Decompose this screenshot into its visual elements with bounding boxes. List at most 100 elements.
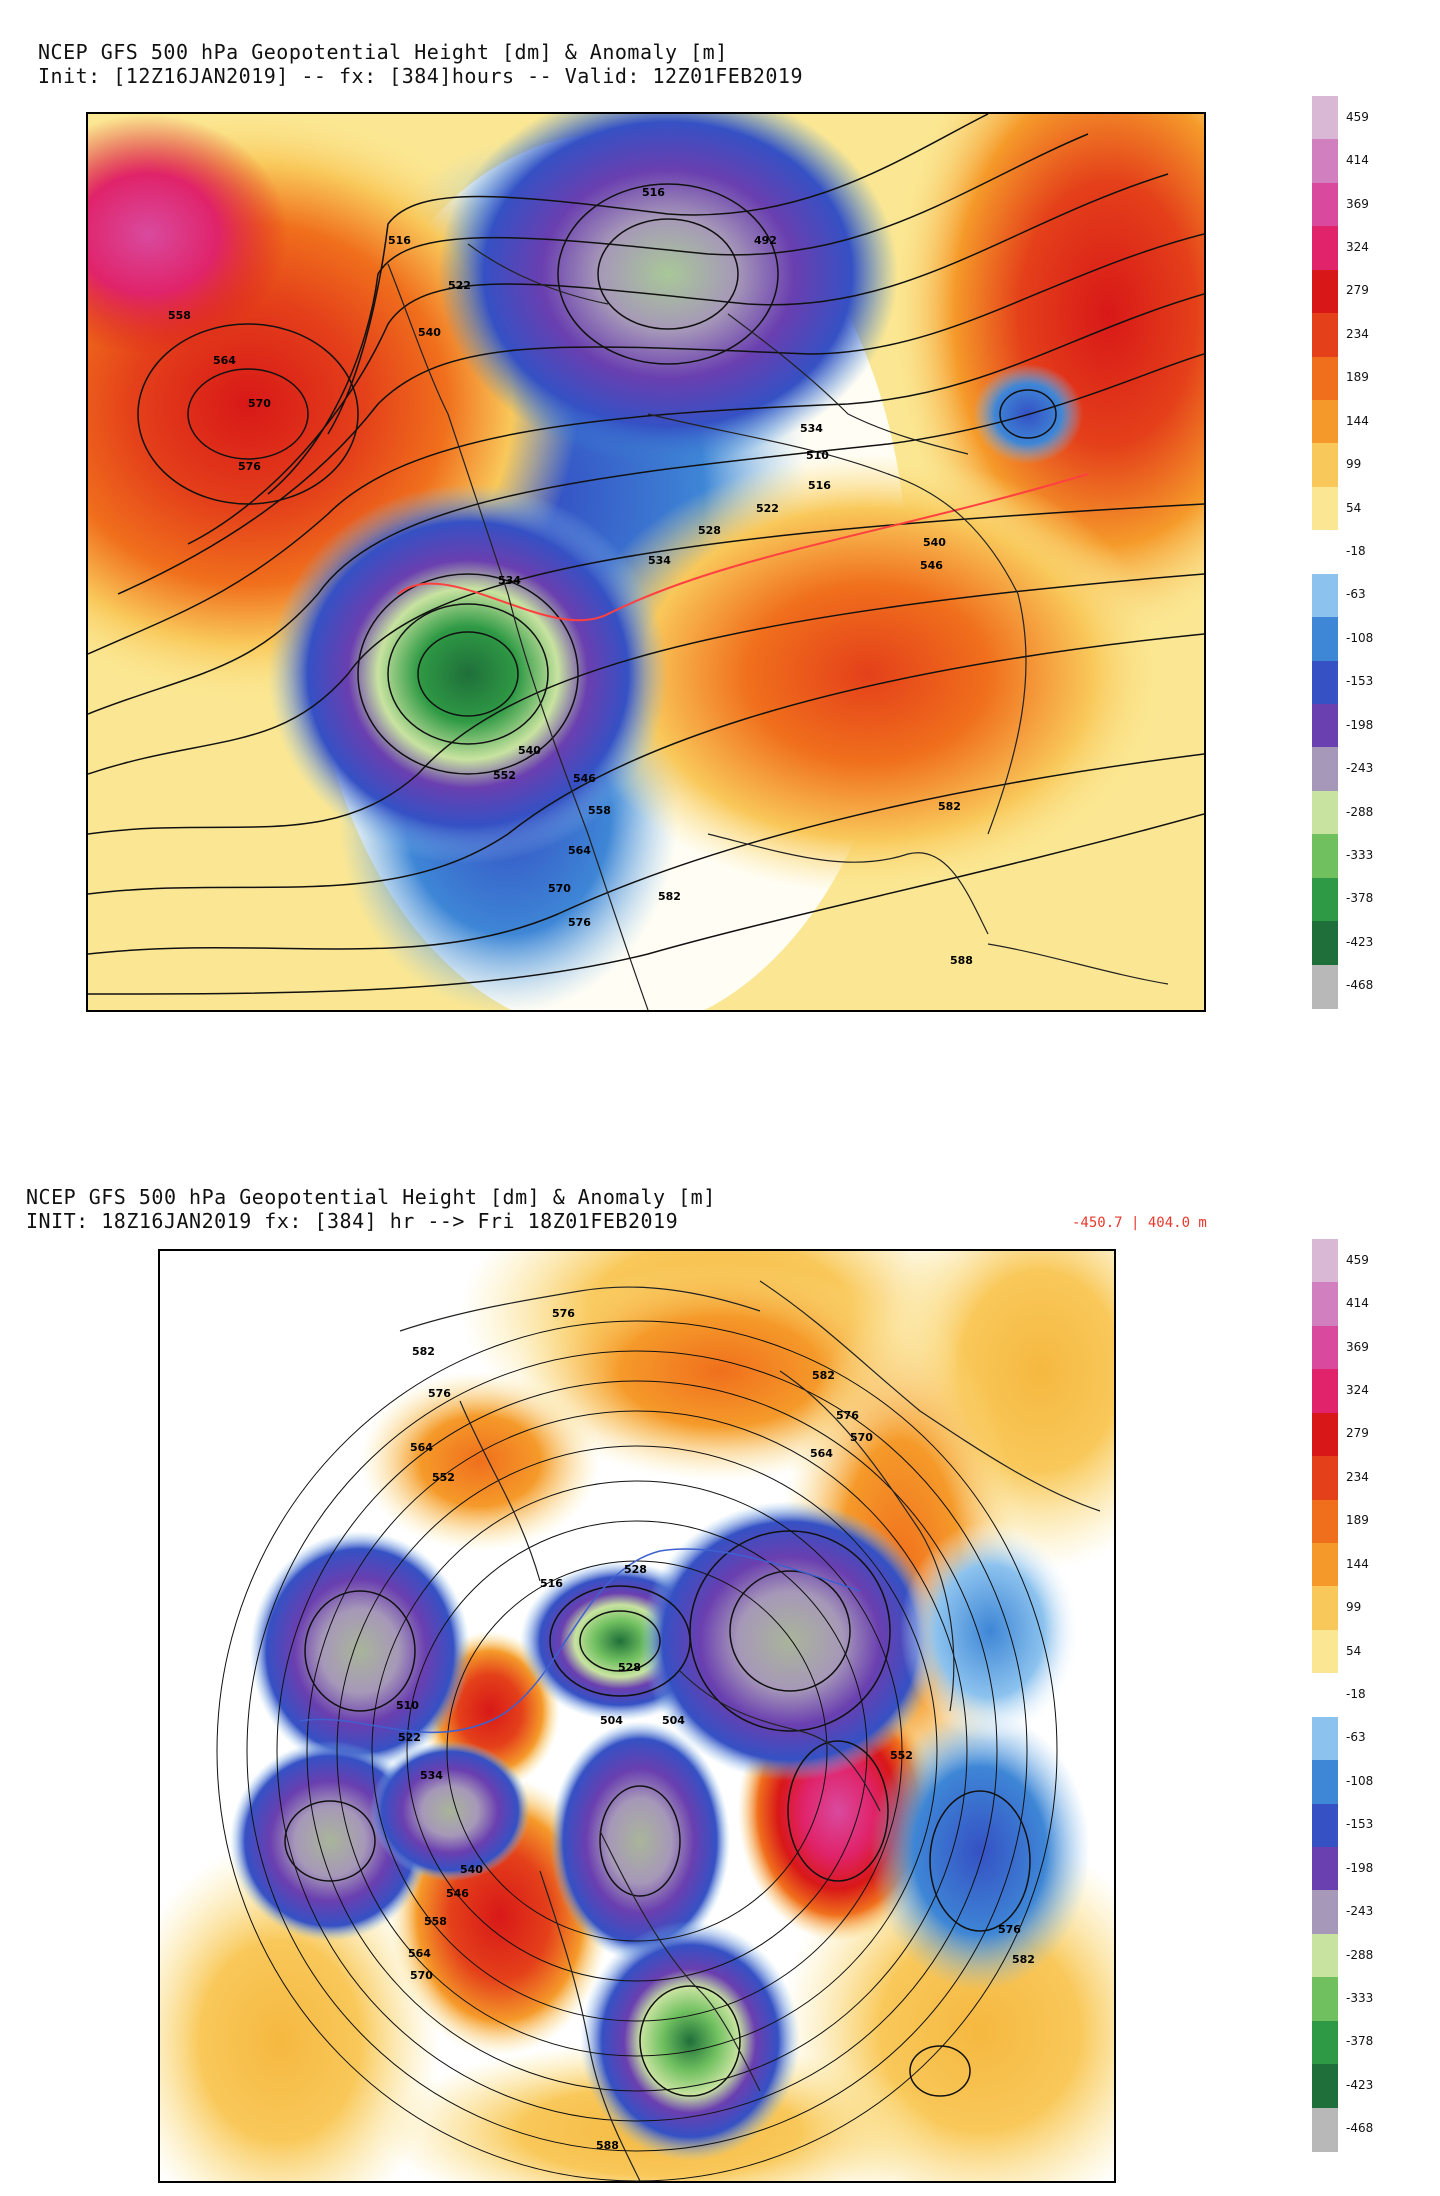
bottom-height-label: 552 [432,1471,455,1484]
colorbar-label: 99 [1346,1600,1362,1615]
colorbar-label: -468 [1346,978,1374,993]
colorbar-label: -468 [1346,2121,1374,2136]
colorbar-swatch [1312,1369,1338,1414]
colorbar-swatch [1312,486,1338,532]
top-height-label: 510 [806,449,829,462]
colorbar-label: -108 [1346,630,1374,645]
colorbar-swatch [1312,313,1338,358]
top-height-label: 558 [588,804,611,817]
colorbar-label: -243 [1346,761,1374,776]
colorbar-swatch [1312,1499,1338,1544]
bottom-map-svg: 576 582 576 564 552 528 516 510 522 534 … [160,1251,1114,2181]
colorbar-swatch [1312,1803,1338,1848]
colorbar-swatch [1312,530,1338,575]
top-coastlines [387,243,1169,1010]
colorbar-label: -288 [1346,1947,1374,1962]
bottom-height-label: 534 [420,1769,443,1782]
top-height-label: 540 [518,744,541,757]
colorbar-label: -198 [1346,717,1374,732]
colorbar-label: -153 [1346,674,1374,689]
colorbar-label: -63 [1346,587,1366,602]
colorbar-label: -153 [1346,1817,1374,1832]
colorbar-swatch [1312,2107,1338,2152]
top-height-label: 516 [642,186,665,199]
bottom-height-label: 576 [428,1387,451,1400]
top-height-label: 546 [920,559,943,572]
top-height-label: 534 [648,554,671,567]
bottom-coastlines [399,1280,1101,2181]
top-height-label: 516 [808,479,831,492]
colorbar-swatch [1312,2020,1338,2066]
bottom-height-label: 570 [850,1431,873,1444]
colorbar-swatch [1312,1586,1338,1631]
top-height-label: 522 [448,279,471,292]
colorbar-swatch [1312,790,1338,836]
top-height-label: 534 [498,574,521,587]
top-height-label: 528 [698,524,721,537]
bottom-height-label: 546 [446,1887,469,1900]
colorbar-label: 414 [1346,1296,1369,1311]
top-height-label: 570 [248,397,271,410]
bottom-height-label: 558 [424,1915,447,1928]
colorbar-swatch [1312,400,1338,445]
colorbar-label: 99 [1346,457,1362,472]
bottom-height-labels: 576 582 576 564 552 528 516 510 522 534 … [396,1307,1035,2152]
bottom-height-label: 540 [460,1863,483,1876]
bottom-height-label: 528 [618,1661,641,1674]
colorbar-swatch [1312,704,1338,749]
top-height-label: 576 [238,460,261,473]
colorbar-swatch [1312,1890,1338,1935]
bottom-title-line1: NCEP GFS 500 hPa Geopotential Height [dm… [26,1185,716,1209]
colorbar-label: -198 [1346,1860,1374,1875]
colorbar-swatch [1312,1239,1338,1284]
colorbar-swatch [1312,2064,1338,2109]
top-height-label: 564 [213,354,236,367]
top-height-label: 564 [568,844,591,857]
top-map-panel: NCEP GFS 500 hPa Geopotential Height [dm… [0,0,1440,1060]
colorbar-swatch [1312,1412,1338,1458]
colorbar-label: 189 [1346,1513,1369,1528]
top-map: 558 564 570 576 522 540 516 534 516 492 … [86,112,1206,1012]
top-height-label: 582 [938,800,961,813]
top-height-labels: 558 564 570 576 522 540 516 534 516 492 … [168,186,973,967]
top-height-label: 522 [756,502,779,515]
bottom-height-label: 564 [810,1447,833,1460]
colorbar-swatch [1312,964,1338,1009]
colorbar-swatch [1312,356,1338,401]
colorbar-swatch [1312,617,1338,662]
top-height-label: 576 [568,916,591,929]
colorbar-label: -423 [1346,934,1374,949]
colorbar-label: 144 [1346,413,1369,428]
bottom-height-label: 576 [552,1307,575,1320]
colorbar-label: -378 [1346,2034,1374,2049]
bottom-height-label: 582 [812,1369,835,1382]
colorbar-swatch [1312,139,1338,184]
colorbar-label: -18 [1346,544,1366,558]
colorbar-swatch [1312,747,1338,792]
colorbar-swatch [1312,1977,1338,2022]
colorbar-label: 234 [1346,326,1369,341]
colorbar-swatch [1312,877,1338,923]
top-height-label: 588 [950,954,973,967]
bottom-colorbar: 459 414 369 324 279 234 189 144 99 54 -18 -63 -108 -1… [1312,1239,1373,2152]
colorbar-swatch [1312,921,1338,966]
bottom-height-label: 504 [662,1714,685,1727]
colorbar-swatch [1312,1847,1338,1892]
colorbar-label: -333 [1346,1991,1374,2005]
colorbar-label: 459 [1346,109,1369,124]
colorbar-swatch [1312,1543,1338,1588]
bottom-title-line2: INIT: 18Z16JAN2019 fx: [384] hr --> Fri … [26,1209,679,1233]
colorbar-swatch [1312,226,1338,271]
bottom-height-label: 582 [412,1345,435,1358]
colorbar-swatch [1312,96,1338,141]
bottom-height-label: 516 [540,1577,563,1590]
colorbar-swatch [1312,1456,1338,1501]
bottom-height-label: 588 [596,2139,619,2152]
colorbar-label: 369 [1346,196,1369,211]
top-title-line2: Init: [12Z16JAN2019] -- fx: [384]hours -… [38,64,804,88]
anomaly-range-readout: -450.7 | 404.0 m [1072,1215,1207,1231]
colorbar-label: 189 [1346,370,1369,385]
colorbar-label: -18 [1346,1687,1366,1701]
colorbar-swatch [1312,1760,1338,1805]
colorbar-label: 324 [1346,240,1369,254]
